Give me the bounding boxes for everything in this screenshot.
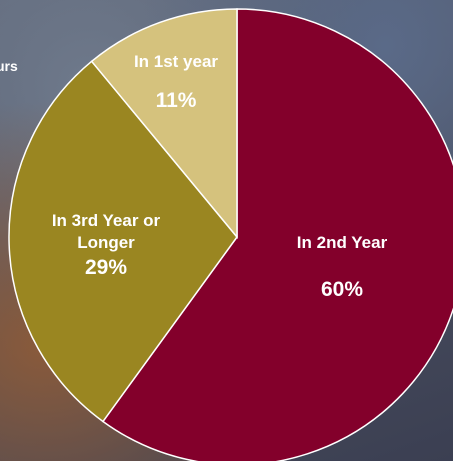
- pie-slice: [8, 60, 238, 423]
- slice-label: In 1st year: [133, 52, 219, 71]
- pie-slice: [101, 8, 453, 461]
- slice-label: In 3rd Year or Longer: [51, 211, 161, 252]
- value-label: 60%: [320, 278, 364, 301]
- pie-slice: [90, 8, 238, 240]
- slice-label: In 2nd Year: [296, 233, 388, 252]
- value-label: 29%: [84, 256, 128, 279]
- annotation: urs: [0, 58, 18, 74]
- value-label: 11%: [155, 89, 197, 112]
